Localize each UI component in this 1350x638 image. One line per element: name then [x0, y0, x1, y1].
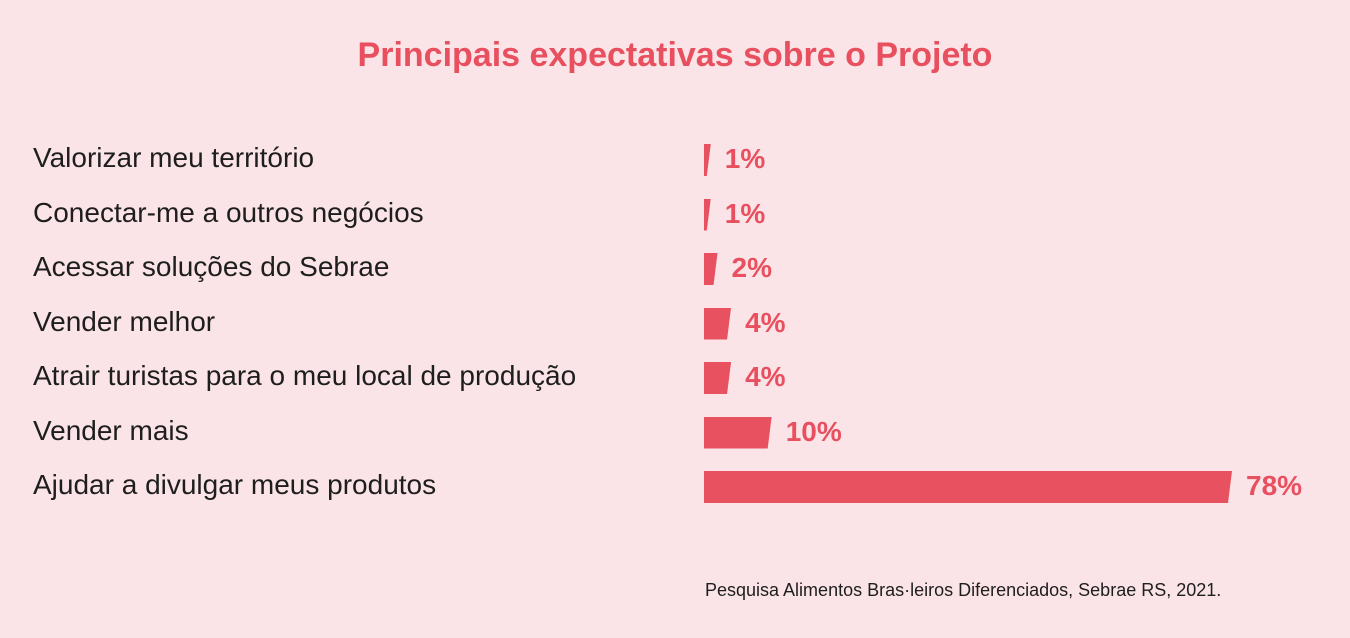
category-label: Atrair turistas para o meu local de prod… [33, 360, 577, 391]
bar [704, 417, 772, 449]
category-label: Ajudar a divulgar meus produtos [33, 469, 437, 500]
category-label: Acessar soluções do Sebrae [33, 251, 390, 282]
bar [704, 471, 1232, 503]
category-label: Vender melhor [33, 305, 216, 337]
chart-title: Principais expectativas sobre o Projeto [357, 36, 993, 74]
category-label: Conectar-me a outros negócios [33, 196, 424, 228]
value-label: 10% [785, 415, 842, 447]
bar [704, 144, 711, 176]
bar [704, 308, 731, 340]
bar [704, 199, 711, 231]
source-note: Pesquisa Alimentos Bras·leiros Diferenci… [705, 580, 1222, 600]
category-label: Valorizar meu território [33, 142, 315, 173]
bar [704, 362, 731, 394]
value-label: 4% [745, 361, 786, 392]
value-label: 2% [731, 252, 772, 283]
value-label: 1% [724, 197, 766, 229]
value-label: 78% [1246, 470, 1303, 501]
value-label: 4% [745, 306, 786, 338]
category-label: Vender mais [33, 414, 189, 446]
bar [704, 253, 718, 285]
value-label: 1% [724, 143, 766, 174]
